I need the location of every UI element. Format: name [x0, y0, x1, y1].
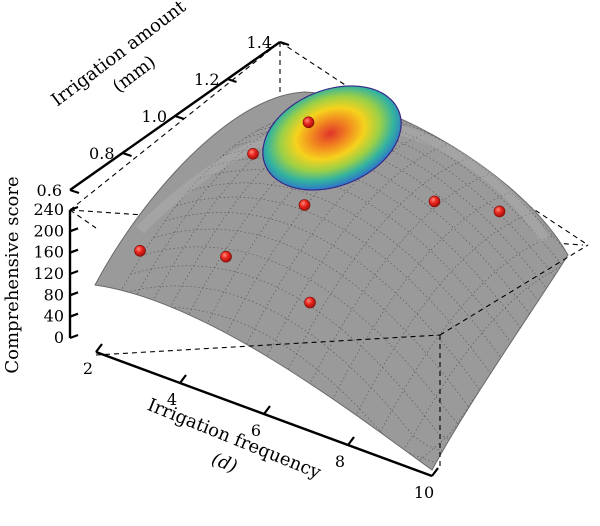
z-tick-mark: [69, 248, 79, 254]
surface-grid-line: [118, 285, 456, 457]
z-tick-mark: [69, 227, 79, 233]
x-tick-mark: [347, 436, 355, 446]
y-tick-label: 1.2: [194, 70, 219, 89]
surface-grid-line: [284, 157, 470, 377]
y-tick-label: 1.4: [247, 33, 272, 52]
z-tick-label: 240: [33, 200, 64, 219]
z-tick-mark: [69, 291, 79, 297]
data-points: [134, 116, 506, 309]
y-tick-mark: [227, 77, 237, 84]
z-tick-mark: [69, 205, 79, 212]
x-tick-label: 2: [83, 359, 93, 378]
x-tick-label: 8: [335, 452, 345, 471]
surface-grid-line: [326, 191, 512, 411]
z-tick-label: 200: [33, 221, 64, 240]
x-tick-label: 10: [414, 483, 434, 502]
surface-grid-line: [141, 246, 479, 436]
x-tick-label: 4: [167, 390, 177, 409]
surface-grid-line: [263, 143, 449, 363]
z-tick-label: 40: [44, 307, 64, 326]
z-tick-label: 160: [33, 243, 64, 262]
surface-grid-line: [347, 212, 533, 432]
x-tick-mark: [179, 374, 187, 384]
peak-region: [262, 85, 402, 191]
y-tick-label: 1.0: [142, 107, 167, 126]
surface-grid-line: [368, 235, 554, 453]
surface-grid-line: [176, 196, 513, 405]
data-point: [428, 195, 441, 208]
surface-grid-line: [95, 119, 281, 339]
x-tick-mark: [95, 343, 103, 353]
surface-grid-line: [187, 182, 525, 391]
y-tick-mark: [122, 151, 132, 158]
x-tick-mark: [431, 467, 439, 477]
y-tick-label: 0.6: [37, 181, 62, 200]
z-tick-mark: [69, 333, 79, 340]
z-tick-label: 120: [33, 264, 64, 283]
data-point: [302, 116, 315, 129]
y-tick-mark: [69, 188, 80, 195]
y-tick-mark: [174, 114, 185, 121]
z-axis-label: Comprehensive score: [2, 176, 23, 373]
data-point: [298, 199, 311, 211]
surface-grid-line: [130, 265, 467, 446]
data-point: [493, 205, 506, 218]
data-point: [304, 296, 316, 309]
x-tick-label: 6: [251, 421, 261, 440]
surface-grid-line: [153, 228, 490, 426]
surface-grid-line: [164, 212, 502, 416]
x-axis-unit: (d): [209, 448, 241, 477]
surface-grid-line: [199, 169, 536, 378]
x-tick-mark: [263, 405, 271, 415]
z-tick-mark: [69, 269, 79, 276]
y-tick-label: 0.8: [89, 144, 114, 163]
surface-grid-line: [242, 132, 428, 352]
bounding-box-front: [69, 209, 589, 470]
surface-grid-line: [410, 288, 568, 469]
data-point: [134, 245, 146, 257]
data-point: [247, 148, 259, 160]
z-tick-mark: [69, 312, 79, 318]
y-tick-mark: [279, 40, 290, 47]
z-axis: 0 40 80 120 160 200 240 Comprehensive score: [2, 176, 79, 374]
data-point: [220, 250, 232, 263]
z-tick-label: 80: [44, 285, 64, 304]
z-tick-label: 0: [54, 328, 64, 347]
surface-grid-line: [305, 173, 491, 393]
